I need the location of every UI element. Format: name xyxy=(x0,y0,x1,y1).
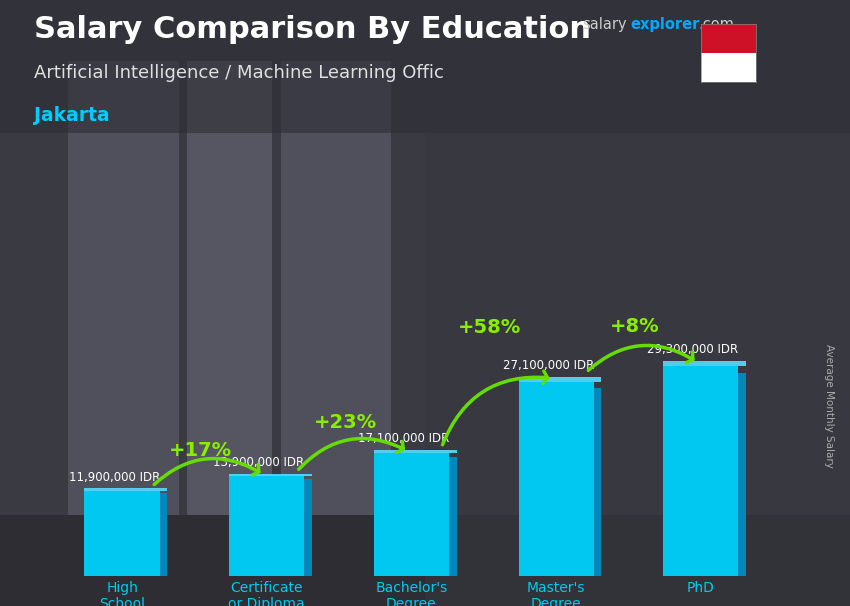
Bar xyxy=(230,476,304,576)
Bar xyxy=(594,388,601,576)
Bar xyxy=(0,515,850,606)
Bar xyxy=(518,382,594,576)
Text: +58%: +58% xyxy=(458,318,521,338)
Text: +8%: +8% xyxy=(609,318,660,336)
Bar xyxy=(84,491,160,576)
Bar xyxy=(518,377,601,382)
Bar xyxy=(280,61,391,515)
Bar xyxy=(230,474,312,476)
Bar xyxy=(449,457,456,576)
Text: +17%: +17% xyxy=(169,441,232,460)
Text: +23%: +23% xyxy=(314,413,377,432)
Bar xyxy=(701,53,756,82)
Text: Salary Comparison By Education: Salary Comparison By Education xyxy=(34,15,591,44)
Text: 27,100,000 IDR: 27,100,000 IDR xyxy=(502,359,594,372)
Text: Artificial Intelligence / Machine Learning Offic: Artificial Intelligence / Machine Learni… xyxy=(34,64,444,82)
Bar xyxy=(701,24,756,53)
Text: Jakarta: Jakarta xyxy=(34,106,110,125)
Bar xyxy=(663,361,746,366)
Bar xyxy=(304,479,312,576)
Text: 29,300,000 IDR: 29,300,000 IDR xyxy=(647,343,739,356)
Text: 13,900,000 IDR: 13,900,000 IDR xyxy=(213,456,304,470)
Bar xyxy=(374,450,456,453)
Bar xyxy=(425,0,850,606)
Bar xyxy=(160,493,167,576)
Text: explorer: explorer xyxy=(631,17,700,32)
Bar xyxy=(68,61,178,515)
Bar xyxy=(84,488,167,491)
Bar xyxy=(374,453,449,576)
Text: 11,900,000 IDR: 11,900,000 IDR xyxy=(69,471,160,484)
Bar xyxy=(0,0,850,133)
Text: Average Monthly Salary: Average Monthly Salary xyxy=(824,344,834,468)
Text: salary: salary xyxy=(582,17,626,32)
Bar xyxy=(187,61,272,515)
Text: .com: .com xyxy=(699,17,734,32)
Bar xyxy=(663,366,739,576)
Bar xyxy=(739,373,746,576)
Text: 17,100,000 IDR: 17,100,000 IDR xyxy=(358,432,449,445)
